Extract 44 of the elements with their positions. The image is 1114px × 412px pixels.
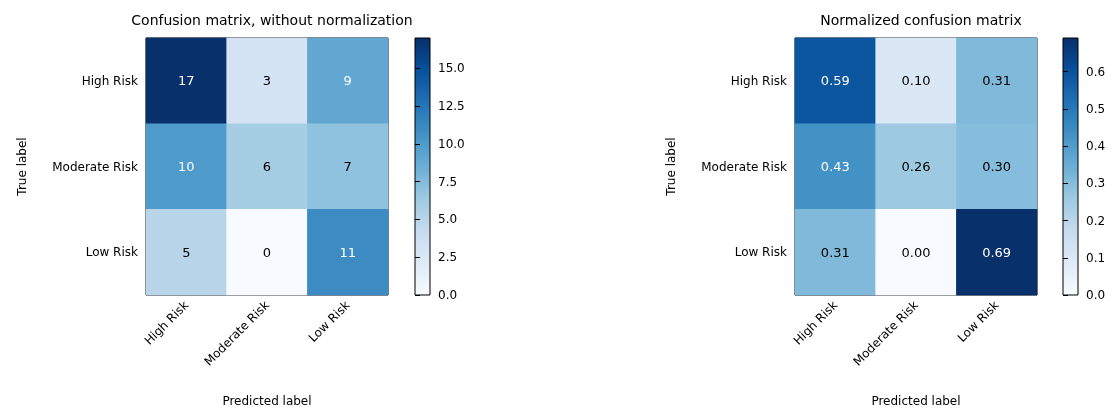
data-label: 17 — [178, 73, 195, 89]
data-label: 0.00 — [901, 244, 931, 260]
y-tick-label: Moderate Risk — [701, 159, 788, 174]
data-label: 0.43 — [820, 159, 850, 174]
data-label: 9 — [343, 73, 352, 89]
color-bar-label: 7.5 — [438, 174, 458, 189]
data-label: 7 — [343, 159, 352, 174]
data-label: 0.69 — [982, 244, 1012, 260]
color-bar-label: 2.5 — [438, 250, 458, 265]
data-label: 0.26 — [901, 159, 931, 174]
y-tick-label: High Risk — [81, 73, 139, 88]
x-axis-title: Predicted label — [871, 394, 961, 408]
data-label: 0.10 — [901, 73, 931, 89]
y-tick-label: High Risk — [730, 73, 788, 88]
color-bar-label: 0.0 — [1086, 288, 1106, 302]
y-tick-label: Low Risk — [734, 245, 788, 260]
data-label: 0.30 — [982, 159, 1012, 174]
chart-title: Confusion matrix, without normalization — [131, 12, 413, 28]
color-bar-label: 0.1 — [1086, 250, 1106, 265]
chart-title: Normalized confusion matrix — [820, 12, 1022, 28]
y-axis-title: True label — [15, 137, 29, 197]
y-tick-label: Low Risk — [85, 245, 139, 260]
color-bar-label: 0.5 — [1086, 101, 1106, 116]
x-axis-title: Predicted label — [222, 394, 312, 408]
color-bar-label: 0.3 — [1086, 176, 1106, 191]
y-tick-label: Moderate Risk — [52, 159, 139, 174]
color-bar-label: 15.0 — [438, 61, 465, 76]
y-axis-title: True label — [664, 137, 678, 197]
data-label: 6 — [262, 159, 272, 174]
data-label: 5 — [182, 244, 191, 260]
color-bar-label: 0.6 — [1086, 64, 1106, 79]
data-label: 10 — [178, 159, 195, 174]
color-bar-label: 0.4 — [1086, 139, 1106, 154]
color-bar-label: 12.5 — [438, 99, 465, 114]
data-label: 0 — [262, 244, 272, 260]
data-label: 0.31 — [820, 244, 850, 260]
color-bar-label: 0.2 — [1086, 213, 1106, 228]
data-label: 0.31 — [982, 73, 1012, 89]
color-bar-label: 0.0 — [438, 288, 458, 302]
data-label: 3 — [262, 73, 272, 89]
data-label: 11 — [339, 244, 356, 260]
data-label: 0.59 — [820, 73, 850, 89]
color-bar-label: 5.0 — [438, 212, 458, 227]
color-bar-label: 10.0 — [438, 136, 465, 151]
